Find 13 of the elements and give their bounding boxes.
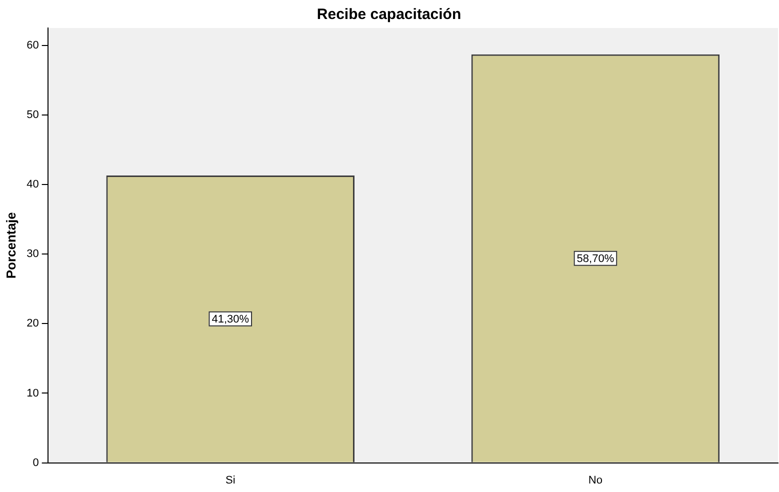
data-label: 58,70% — [576, 252, 614, 265]
x-tick-label: Si — [225, 474, 236, 486]
y-tick-label: 20 — [26, 318, 39, 330]
y-tick-label: 50 — [26, 108, 39, 121]
x-tick-label: No — [588, 474, 602, 486]
data-label: 41,30% — [212, 313, 250, 326]
y-tick-label: 40 — [26, 178, 39, 191]
y-axis-title: Porcentaje — [3, 212, 18, 279]
y-tick-label: 10 — [26, 387, 39, 400]
y-tick-label: 0 — [32, 456, 39, 469]
chart-title: Recibe capacitación — [316, 6, 462, 24]
y-tick-label: 60 — [26, 39, 39, 52]
y-tick-label: 30 — [26, 248, 39, 260]
